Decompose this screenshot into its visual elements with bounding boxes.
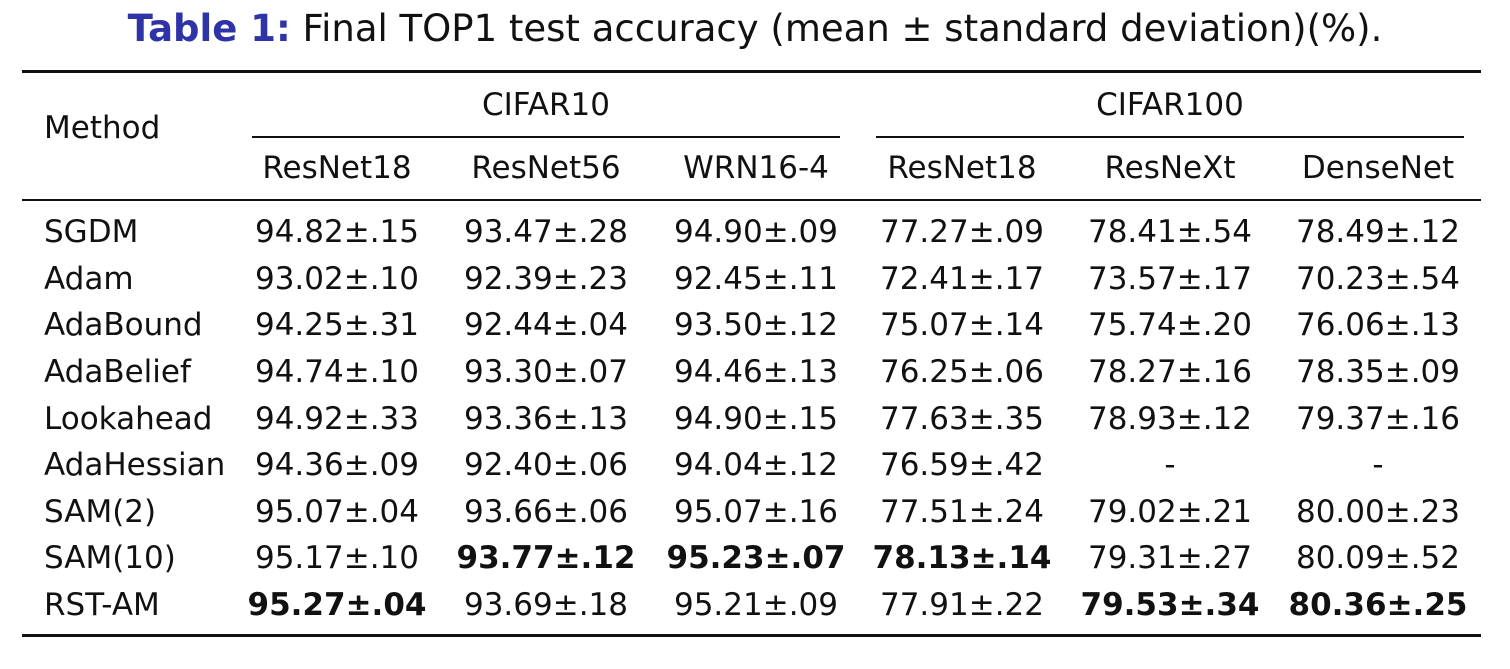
table-cell: 94.25±.31 <box>254 307 420 343</box>
table-cell: - <box>1164 447 1176 483</box>
row-method: SAM(10) <box>44 540 176 576</box>
row-method: AdaHessian <box>44 447 226 483</box>
table-cell: 92.45±.11 <box>673 261 839 297</box>
row-method: SGDM <box>44 214 139 250</box>
group-header: CIFAR10 <box>482 87 610 123</box>
table-cell: 73.57±.17 <box>1087 261 1253 297</box>
table-cell: 95.21±.09 <box>673 587 839 623</box>
column-header: ResNeXt <box>1104 150 1236 186</box>
table-cell: 80.09±.52 <box>1295 540 1461 576</box>
row-method: SAM(2) <box>44 494 157 530</box>
table-caption: Table 1: Final TOP1 test accuracy (mean … <box>0 6 1510 52</box>
table-cell: 78.35±.09 <box>1295 354 1461 390</box>
table-cell: 77.63±.35 <box>879 401 1045 437</box>
table-cell: 77.27±.09 <box>879 214 1045 250</box>
table-cell: 95.07±.16 <box>673 494 839 530</box>
row-method: AdaBound <box>44 307 203 343</box>
row-method: AdaBelief <box>44 354 191 390</box>
table-cell: 78.13±.14 <box>872 540 1052 576</box>
table-cell: 93.77±.12 <box>456 540 636 576</box>
column-header: ResNet56 <box>471 150 621 186</box>
column-header: DenseNet <box>1301 150 1455 186</box>
table-cell: - <box>1372 447 1384 483</box>
table-cell: 92.39±.23 <box>463 261 629 297</box>
header-rule <box>22 199 1481 201</box>
table-cell: 95.07±.04 <box>254 494 420 530</box>
table-cell: 93.02±.10 <box>254 261 420 297</box>
column-header: ResNet18 <box>887 150 1037 186</box>
table-cell: 76.25±.06 <box>879 354 1045 390</box>
table-cell: 93.66±.06 <box>463 494 629 530</box>
row-method: Adam <box>44 261 134 297</box>
table-cell: 95.27±.04 <box>247 587 427 623</box>
method-header: Method <box>44 110 161 146</box>
table-cell: 95.17±.10 <box>254 540 420 576</box>
table-cell: 77.51±.24 <box>879 494 1045 530</box>
table-cell: 79.53±.34 <box>1080 587 1260 623</box>
table-cell: 94.46±.13 <box>673 354 839 390</box>
table-cell: 94.04±.12 <box>673 447 839 483</box>
table-cell: 94.74±.10 <box>254 354 420 390</box>
table-cell: 79.31±.27 <box>1087 540 1253 576</box>
table-cell: 92.44±.04 <box>463 307 629 343</box>
table-cell: 80.36±.25 <box>1288 587 1468 623</box>
table-cell: 75.74±.20 <box>1087 307 1253 343</box>
table-cell: 77.91±.22 <box>879 587 1045 623</box>
column-header: WRN16-4 <box>683 150 829 186</box>
group-underline-2 <box>876 136 1464 138</box>
table-cell: 93.69±.18 <box>463 587 629 623</box>
row-method: RST-AM <box>44 587 160 623</box>
table-cell: 93.47±.28 <box>463 214 629 250</box>
table-cell: 78.49±.12 <box>1295 214 1461 250</box>
table-cell: 93.36±.13 <box>463 401 629 437</box>
caption-text: Final TOP1 test accuracy (mean ± standar… <box>302 7 1383 50</box>
table-cell: 78.93±.12 <box>1087 401 1253 437</box>
table-cell: 76.06±.13 <box>1295 307 1461 343</box>
table-cell: 78.27±.16 <box>1087 354 1253 390</box>
table-cell: 70.23±.54 <box>1295 261 1461 297</box>
table-cell: 93.50±.12 <box>673 307 839 343</box>
table-cell: 78.41±.54 <box>1087 214 1253 250</box>
table-cell: 94.90±.09 <box>673 214 839 250</box>
caption-label: Table 1: <box>127 7 291 50</box>
table-cell: 75.07±.14 <box>879 307 1045 343</box>
table-cell: 92.40±.06 <box>463 447 629 483</box>
table-cell: 76.59±.42 <box>879 447 1045 483</box>
table-cell: 79.37±.16 <box>1295 401 1461 437</box>
table-cell: 94.90±.15 <box>673 401 839 437</box>
table-cell: 94.36±.09 <box>254 447 420 483</box>
table-cell: 94.92±.33 <box>254 401 420 437</box>
table-cell: 95.23±.07 <box>666 540 846 576</box>
bottom-rule <box>22 634 1481 637</box>
column-header: ResNet18 <box>262 150 412 186</box>
group-underline-1 <box>252 136 840 138</box>
row-method: Lookahead <box>44 401 213 437</box>
top-rule <box>22 70 1481 73</box>
table-cell: 93.30±.07 <box>463 354 629 390</box>
table-cell: 80.00±.23 <box>1295 494 1461 530</box>
table-cell: 94.82±.15 <box>254 214 420 250</box>
table-cell: 79.02±.21 <box>1087 494 1253 530</box>
group-header: CIFAR100 <box>1096 87 1244 123</box>
table-cell: 72.41±.17 <box>879 261 1045 297</box>
